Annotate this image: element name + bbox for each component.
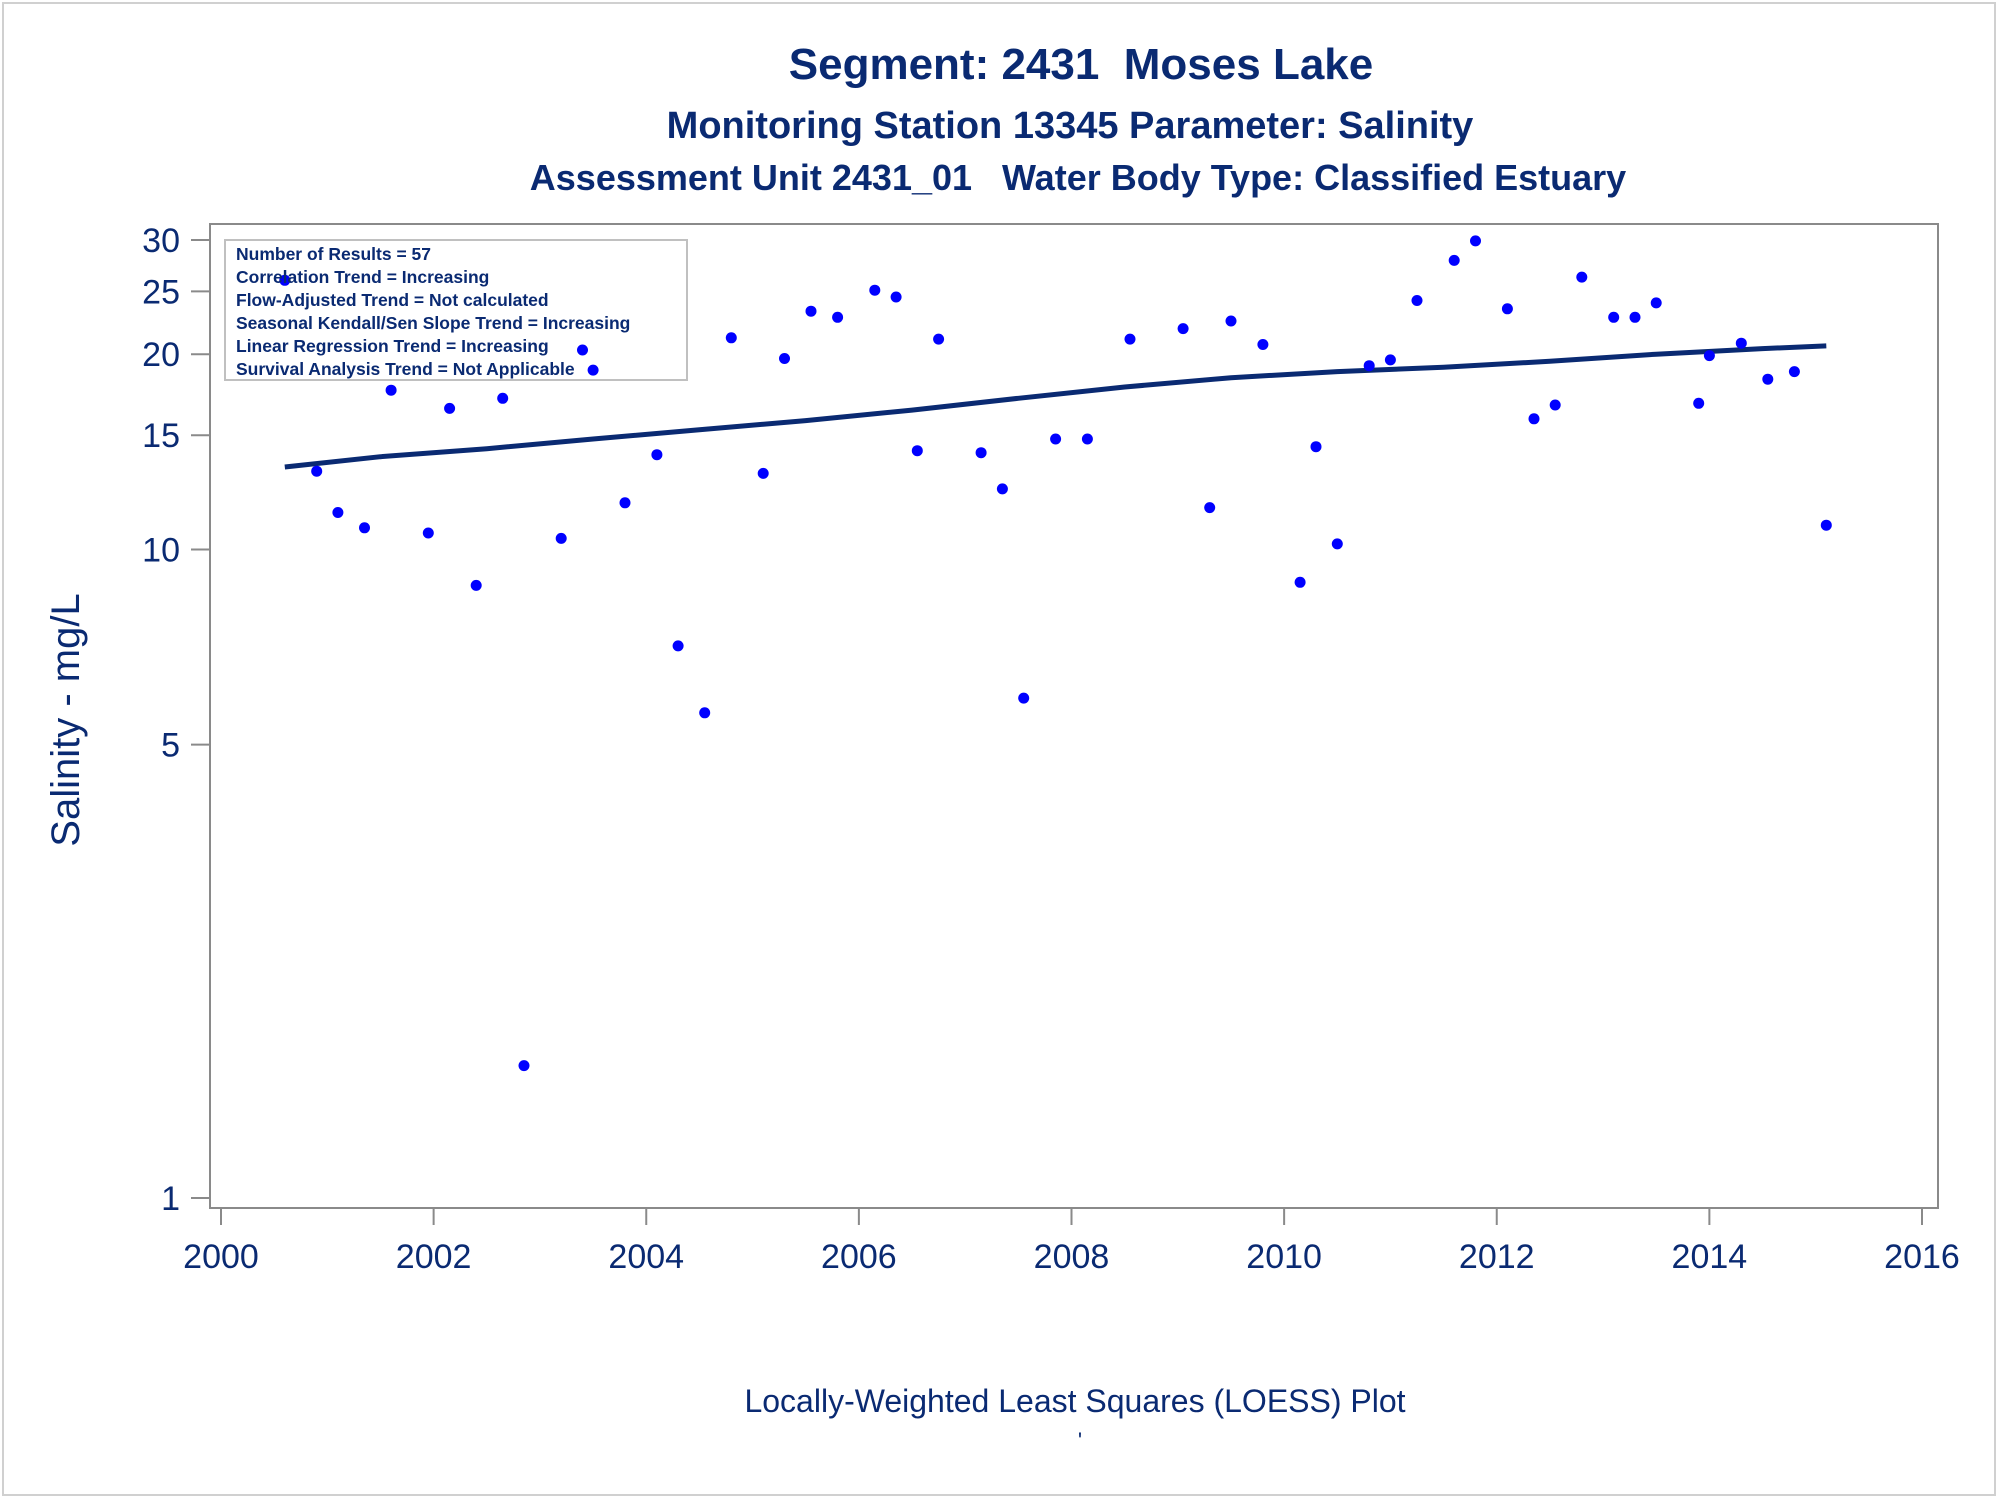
y-tick-label: 10 [142, 531, 180, 569]
data-point [1177, 323, 1189, 335]
data-point [1331, 538, 1343, 550]
data-point [832, 311, 844, 323]
trend-summary-line: Linear Regression Trend = Increasing [236, 336, 549, 356]
trend-summary-line: Seasonal Kendall/Sen Slope Trend = Incre… [236, 313, 630, 333]
data-point [1124, 333, 1136, 345]
trend-summary-box: Number of Results = 57 Correlation Trend … [224, 239, 688, 381]
data-point [279, 274, 291, 286]
data-point [311, 465, 323, 477]
data-point [911, 445, 923, 457]
data-point [1788, 366, 1800, 378]
data-point [587, 364, 599, 376]
x-tick-label: 2002 [396, 1238, 472, 1276]
data-point [1257, 339, 1269, 350]
data-point [1528, 413, 1540, 425]
x-tick-label: 2006 [821, 1238, 897, 1276]
data-point [890, 291, 902, 303]
y-axis-label: Salinity - mg/L [44, 593, 88, 846]
data-point [1629, 311, 1641, 323]
data-point [699, 707, 711, 719]
data-point [1703, 350, 1715, 362]
data-point [555, 532, 567, 544]
trend-summary-line: Flow-Adjusted Trend = Not calculated [236, 290, 549, 310]
points-layer [279, 235, 1832, 1072]
data-point [1693, 397, 1705, 409]
x-axis: 2000 2002 2004 2006 2008 2010 2012 2014 2016 [183, 1208, 1960, 1276]
data-point [470, 579, 482, 591]
data-point [444, 402, 456, 414]
data-point [385, 384, 397, 396]
data-point [1225, 315, 1237, 327]
data-point [1384, 354, 1396, 366]
y-tick-label: 5 [161, 727, 180, 765]
chart-title: Segment: 2431 Moses Lake [789, 40, 1373, 89]
data-point [1762, 373, 1774, 385]
data-point [651, 449, 663, 461]
data-point [332, 507, 344, 518]
data-point [1820, 519, 1832, 531]
trend-summary-line: Correlation Trend = Increasing [236, 267, 489, 287]
data-point [1448, 254, 1460, 266]
chart-footnote: Locally-Weighted Least Squares (LOESS) P… [744, 1383, 1405, 1419]
data-point [1310, 441, 1322, 453]
chart-footnote-mark: ' [1078, 1428, 1082, 1453]
data-point [779, 353, 790, 364]
data-point [869, 284, 881, 296]
data-point [619, 497, 631, 509]
data-point [1608, 311, 1620, 323]
data-point [577, 344, 588, 356]
x-tick-label: 2010 [1246, 1238, 1322, 1276]
trend-line-layer [284, 343, 1827, 470]
data-point [1549, 399, 1561, 411]
data-point [805, 305, 817, 317]
trend-summary-line: Survival Analysis Trend = Not Applicable [236, 359, 575, 379]
data-point [933, 333, 945, 345]
loess-trend-line [284, 343, 1827, 470]
trend-summary-box-border [224, 239, 688, 381]
data-point [1081, 433, 1093, 445]
x-tick-label: 2004 [608, 1238, 684, 1276]
y-tick-label: 30 [142, 222, 180, 260]
data-point [757, 467, 769, 479]
data-point [1204, 502, 1216, 514]
data-point [497, 392, 509, 404]
y-tick-label: 25 [142, 273, 180, 311]
data-point [975, 447, 987, 459]
x-tick-label: 2012 [1459, 1238, 1535, 1276]
x-tick-label: 2016 [1884, 1238, 1960, 1276]
x-tick-label: 2014 [1672, 1238, 1748, 1276]
data-point [1735, 337, 1747, 349]
data-point [1294, 576, 1306, 588]
data-point [1411, 295, 1423, 306]
data-point [359, 522, 370, 534]
data-point [1650, 297, 1662, 309]
data-point [996, 483, 1008, 495]
data-point [1576, 271, 1588, 283]
data-point [1470, 235, 1481, 247]
data-point [422, 527, 434, 539]
data-point [1501, 303, 1513, 315]
trend-summary-line: Number of Results = 57 [236, 244, 431, 264]
data-point [672, 640, 684, 652]
y-tick-label: 15 [142, 417, 180, 455]
chart-subtitle-station: Monitoring Station 13345 Parameter: Sali… [667, 105, 1474, 147]
data-point [725, 332, 737, 344]
data-point [518, 1060, 530, 1072]
y-tick-label: 20 [142, 336, 180, 374]
data-point [1363, 360, 1375, 372]
data-point [1018, 692, 1030, 704]
x-tick-label: 2000 [183, 1238, 259, 1276]
y-tick-label: 1 [161, 1180, 180, 1218]
chart-subtitle-assessment: Assessment Unit 2431_01 Water Body Type:… [530, 157, 1626, 198]
x-tick-label: 2008 [1034, 1238, 1110, 1276]
plot-area-border [209, 223, 1939, 1209]
data-point [1050, 433, 1062, 445]
